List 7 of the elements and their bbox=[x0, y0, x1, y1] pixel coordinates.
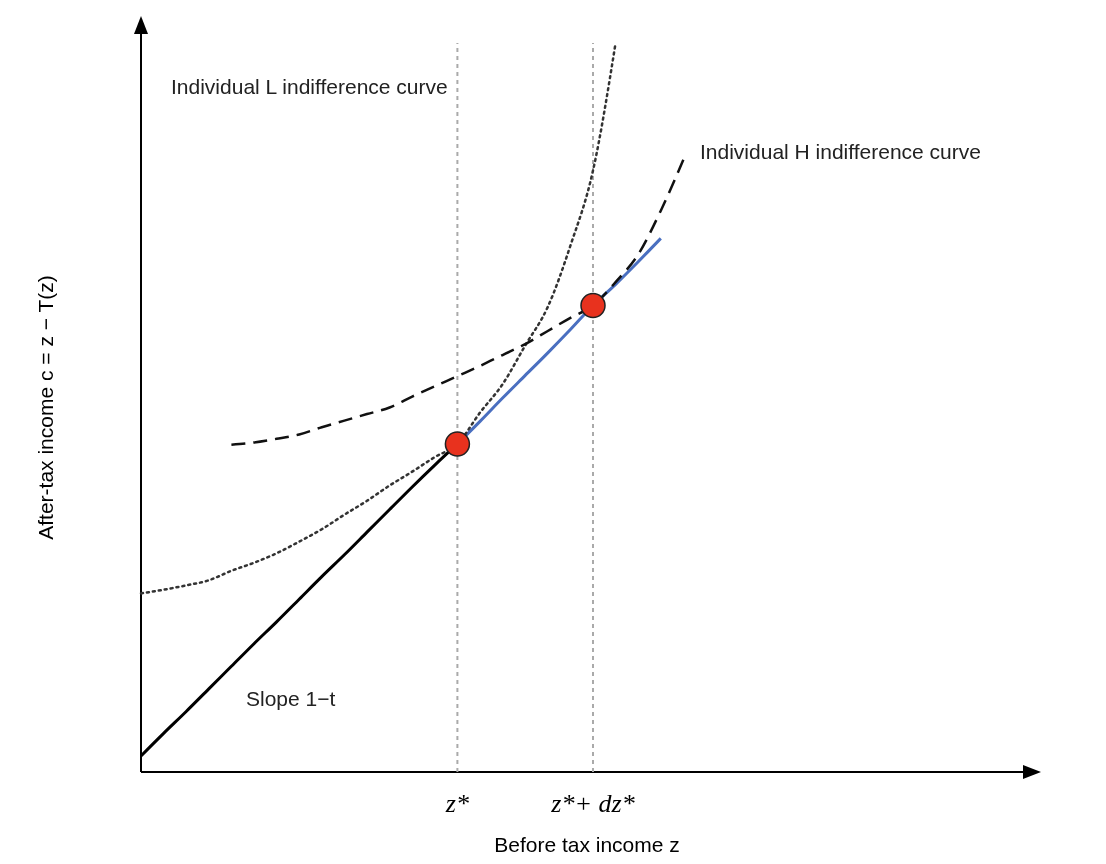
x-tick-label: z* bbox=[444, 789, 469, 818]
annotation: Individual H indifference curve bbox=[700, 140, 981, 163]
y-axis-title: After-tax income c = z − T(z) bbox=[34, 275, 57, 540]
annotation: Individual L indifference curve bbox=[171, 75, 448, 98]
x-tick-label: z*+ dz* bbox=[550, 789, 635, 818]
annotation: Slope 1−t bbox=[246, 687, 336, 710]
x-axis-title: Before tax income z bbox=[494, 833, 680, 856]
